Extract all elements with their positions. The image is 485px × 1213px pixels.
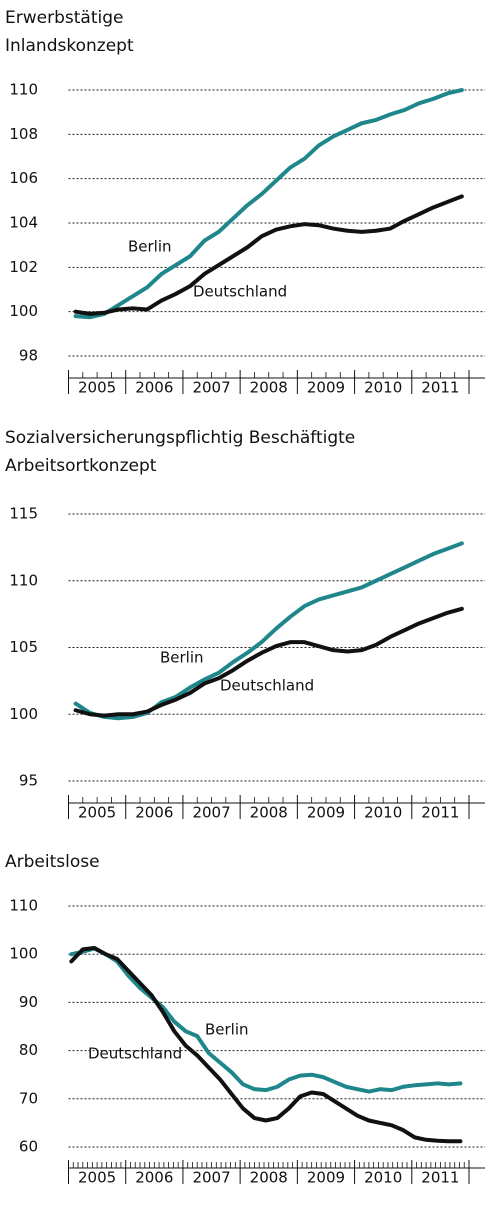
x-tick-label: 2005 xyxy=(78,804,116,822)
x-tick-label: 2009 xyxy=(307,804,345,822)
y-tick-label: 95 xyxy=(19,772,38,790)
x-tick-label: 2011 xyxy=(421,1169,459,1187)
x-tick-label: 2008 xyxy=(250,1169,288,1187)
series-label: Berlin xyxy=(160,649,204,667)
y-tick-label: 105 xyxy=(9,638,38,656)
x-tick-label: 2005 xyxy=(78,1169,116,1187)
y-tick-label: 115 xyxy=(9,505,38,523)
series-line xyxy=(69,945,463,1144)
series-line xyxy=(69,946,463,1094)
series-label: Deutschland xyxy=(193,283,287,301)
y-tick-label: 110 xyxy=(9,81,38,99)
series-line xyxy=(73,88,464,320)
y-tick-label: 106 xyxy=(9,169,38,187)
series-label: Berlin xyxy=(128,238,172,256)
series-line xyxy=(73,194,464,316)
x-tick-label: 2010 xyxy=(364,804,402,822)
chart-subtitle: Arbeitsortkonzept xyxy=(5,456,157,476)
y-tick-label: 100 xyxy=(9,705,38,723)
y-tick-label: 110 xyxy=(9,571,38,589)
chart-title: Erwerbstätige xyxy=(5,8,123,28)
x-tick-label: 2007 xyxy=(192,379,230,397)
y-tick-label: 70 xyxy=(19,1089,38,1107)
y-tick-label: 98 xyxy=(19,347,38,365)
x-tick-label: 2006 xyxy=(135,804,173,822)
y-tick-label: 108 xyxy=(9,125,38,143)
chart-title: Arbeitslose xyxy=(5,852,100,872)
x-tick-label: 2008 xyxy=(250,804,288,822)
series-line xyxy=(73,606,464,718)
y-tick-label: 60 xyxy=(19,1138,38,1156)
x-tick-label: 2011 xyxy=(421,804,459,822)
x-tick-label: 2006 xyxy=(135,379,173,397)
y-tick-label: 80 xyxy=(19,1041,38,1059)
x-tick-label: 2007 xyxy=(192,804,230,822)
chart-subtitle: Inlandskonzept xyxy=(5,36,134,56)
x-tick-label: 2006 xyxy=(135,1169,173,1187)
y-tick-label: 100 xyxy=(9,302,38,320)
series-label: Deutschland xyxy=(88,1045,182,1063)
y-tick-label: 104 xyxy=(9,214,38,232)
x-tick-label: 2009 xyxy=(307,1169,345,1187)
x-tick-label: 2011 xyxy=(421,379,459,397)
x-tick-label: 2008 xyxy=(250,379,288,397)
y-tick-label: 110 xyxy=(9,897,38,915)
x-tick-label: 2010 xyxy=(364,1169,402,1187)
x-tick-label: 2009 xyxy=(307,379,345,397)
y-tick-label: 90 xyxy=(19,993,38,1011)
series-label: Berlin xyxy=(205,1021,249,1039)
x-tick-label: 2005 xyxy=(78,379,116,397)
x-tick-label: 2007 xyxy=(192,1169,230,1187)
y-tick-label: 102 xyxy=(9,258,38,276)
chart-title: Sozialversicherungspflichtig Beschäftigt… xyxy=(5,428,355,448)
x-tick-label: 2010 xyxy=(364,379,402,397)
series-label: Deutschland xyxy=(220,677,314,695)
y-tick-label: 100 xyxy=(9,945,38,963)
